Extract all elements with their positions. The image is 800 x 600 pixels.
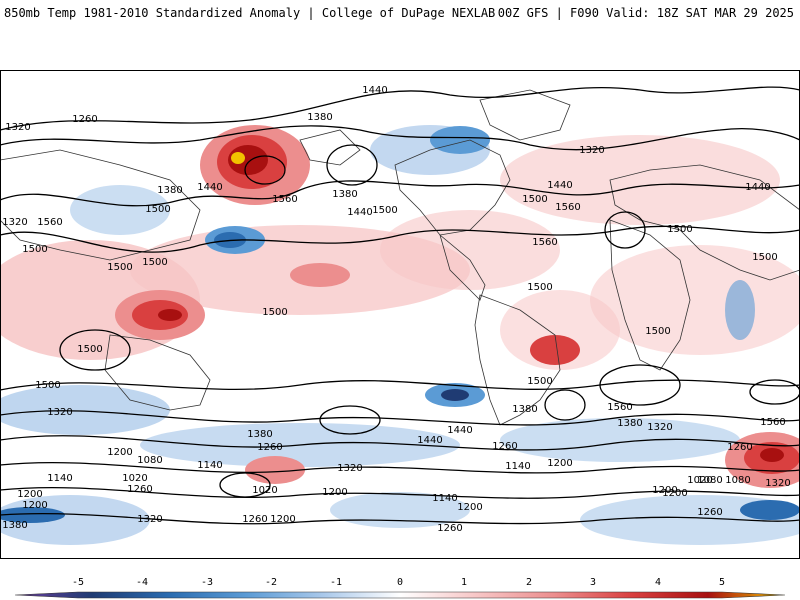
contour-label: 1500 — [22, 244, 47, 255]
contour-label: 1260 — [257, 442, 282, 453]
contour-label: 1260 — [437, 523, 462, 534]
contour-label: 1200 — [457, 502, 482, 513]
contour-label: 1500 — [527, 282, 552, 293]
colorbar-tick: 5 — [719, 577, 725, 588]
colorbar-tick: 2 — [526, 577, 532, 588]
contour-label: 1500 — [262, 307, 287, 318]
colorbar-tick: 4 — [655, 577, 661, 588]
contour-label: 1500 — [142, 257, 167, 268]
contour-label: 1560 — [760, 417, 785, 428]
contour-label: 1080 — [725, 475, 750, 486]
contour-label: 1020 — [122, 473, 147, 484]
colorbar-tick: -3 — [201, 577, 213, 588]
contour-label: 1320 — [47, 407, 72, 418]
contour-label: 1560 — [272, 194, 297, 205]
contour-label: 1260 — [242, 514, 267, 525]
contour-label: 1320 — [647, 422, 672, 433]
contour-label: 1500 — [527, 376, 552, 387]
contour-label: 1500 — [35, 380, 60, 391]
contour-label: 1320 — [2, 217, 27, 228]
contour-label: 1380 — [307, 112, 332, 123]
contour-label: 1200 — [547, 458, 572, 469]
colorbar-tick: -4 — [136, 577, 148, 588]
contour-label: 1440 — [447, 425, 472, 436]
contour-label: 1380 — [247, 429, 272, 440]
run-valid-time: 00Z GFS | F090 Valid: 18Z SAT MAR 29 202… — [497, 6, 794, 20]
contour-label: 1320 — [765, 478, 790, 489]
contour-label: 1260 — [697, 507, 722, 518]
map-title: 850mb Temp 1981-2010 Standardized Anomal… — [4, 6, 496, 20]
contour-label: 1080 — [137, 455, 162, 466]
contour-label: 1200 — [17, 489, 42, 500]
contour-label: 1560 — [555, 202, 580, 213]
colorbar: -5 -4 -3 -2 -1 0 1 2 3 4 5 — [14, 577, 786, 599]
contour-label: 1260 — [72, 114, 97, 125]
contour-label: 1380 — [512, 404, 537, 415]
colorbar-tick: -1 — [330, 577, 342, 588]
contour-label: 1260 — [727, 442, 752, 453]
contour-label: 1200 — [662, 488, 687, 499]
contour-label: 1200 — [652, 485, 677, 496]
contour-label: 1440 — [197, 182, 222, 193]
anomaly-map: 1440 1260 1320 1380 1440 1560 1500 1380 … — [0, 70, 800, 559]
contour-label: 1200 — [22, 500, 47, 511]
contour-label: 1440 — [417, 435, 442, 446]
contour-label: 1260 — [492, 441, 517, 452]
contour-label: 1260 — [127, 484, 152, 495]
contour-label: 1500 — [645, 326, 670, 337]
contour-label: 1500 — [77, 344, 102, 355]
contour-label: 1500 — [107, 262, 132, 273]
contour-label: 1560 — [37, 217, 62, 228]
contour-label: 1080 — [697, 475, 722, 486]
contour-label: 1500 — [522, 194, 547, 205]
colorbar-tick: -2 — [265, 577, 277, 588]
contour-label: 1500 — [145, 204, 170, 215]
contour-label: 1440 — [347, 207, 372, 218]
contour-label: 1560 — [532, 237, 557, 248]
contour-label: 1200 — [322, 487, 347, 498]
contour-label: 1500 — [752, 252, 777, 263]
contour-label: 1380 — [2, 520, 27, 531]
colorbar-tick: -5 — [72, 577, 84, 588]
contour-label: 1320 — [337, 463, 362, 474]
contour-label: 1320 — [137, 514, 162, 525]
contour-label: 1560 — [607, 402, 632, 413]
height-contours — [0, 86, 800, 525]
contour-label: 1020 — [252, 485, 277, 496]
colorbar-tick: 0 — [397, 577, 403, 588]
contour-label: 1320 — [579, 145, 604, 156]
contour-label: 1440 — [745, 182, 770, 193]
contour-label: 1200 — [270, 514, 295, 525]
colorbar-ramp — [14, 591, 786, 599]
contour-label: 1440 — [362, 85, 387, 96]
colorbar-tick: 1 — [461, 577, 467, 588]
colorbar-tick: 3 — [590, 577, 596, 588]
contour-label: 1440 — [547, 180, 572, 191]
contour-label: 1380 — [332, 189, 357, 200]
contour-label: 1500 — [667, 224, 692, 235]
colorbar-ticks: -5 -4 -3 -2 -1 0 1 2 3 4 5 — [72, 577, 725, 588]
contour-label: 1380 — [157, 185, 182, 196]
coastlines — [0, 89, 800, 426]
contour-label: 1140 — [197, 460, 222, 471]
contour-label: 1020 — [687, 475, 712, 486]
contour-label: 1140 — [505, 461, 530, 472]
contour-label: 1500 — [372, 205, 397, 216]
contour-label: 1140 — [432, 493, 457, 504]
contour-labels: 1440 1260 1320 1380 1440 1560 1500 1380 … — [2, 85, 790, 534]
contour-label: 1140 — [47, 473, 72, 484]
contour-label: 1380 — [617, 418, 642, 429]
contour-label: 1320 — [5, 122, 30, 133]
contour-label: 1200 — [107, 447, 132, 458]
